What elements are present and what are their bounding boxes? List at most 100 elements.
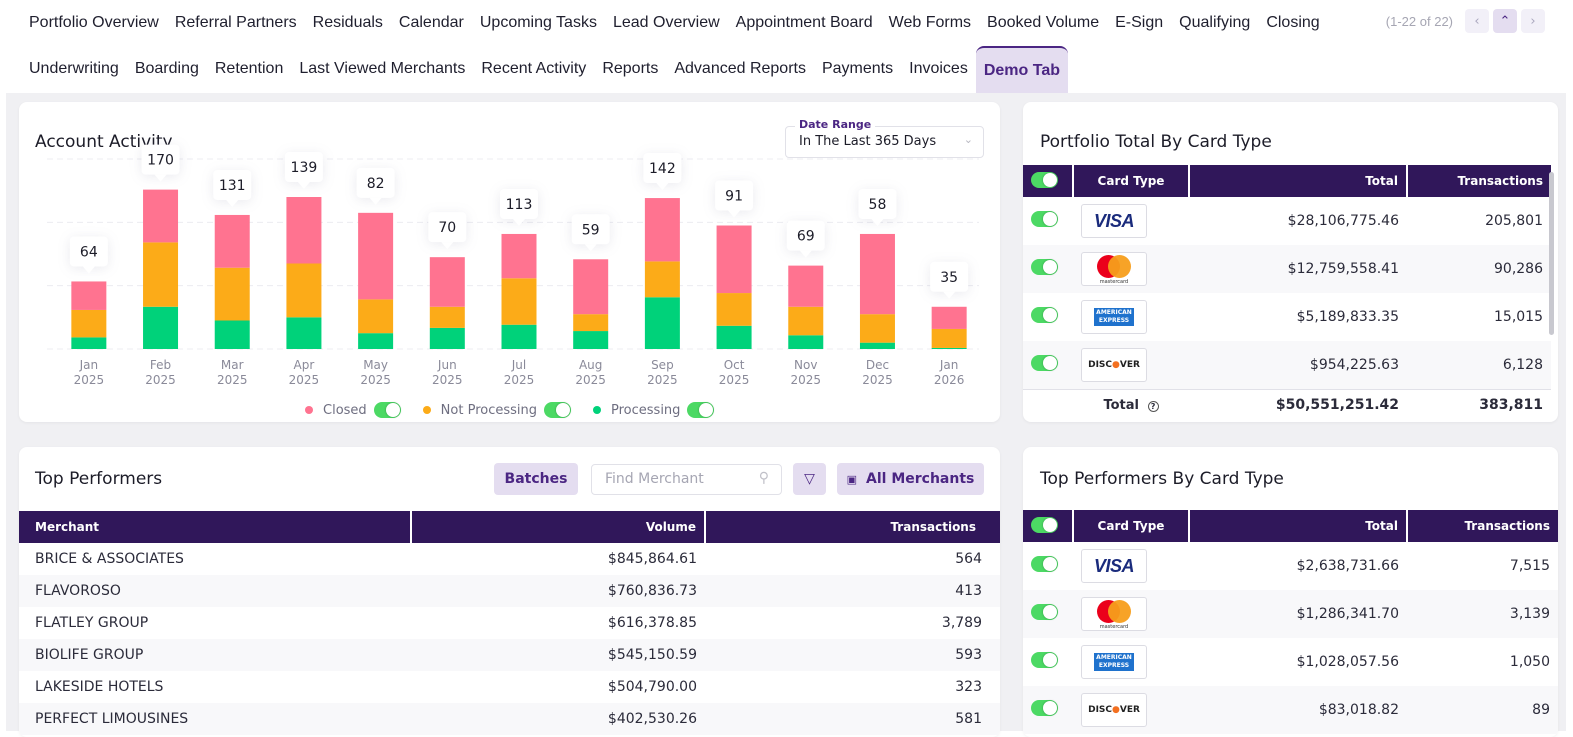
bar-segment-not-processing[interactable] <box>716 293 752 326</box>
table-row[interactable]: mastercard $1,286,341.70 3,139 <box>1023 590 1558 638</box>
bar-segment-closed[interactable] <box>859 233 895 315</box>
tab-last-viewed-merchants[interactable]: Last Viewed Merchants <box>299 60 466 77</box>
bar-segment-closed[interactable] <box>429 257 465 307</box>
merchant-cell[interactable]: LAKESIDE HOTELS <box>35 679 164 695</box>
tab-retention[interactable]: Retention <box>214 60 284 77</box>
tab-boarding[interactable]: Boarding <box>134 60 199 77</box>
bar-segment-closed[interactable] <box>788 265 824 307</box>
tab-appointment-board[interactable]: Appointment Board <box>735 14 873 31</box>
date-range-select[interactable]: Date Range In The Last 365 Days ⌄ <box>785 118 984 158</box>
header-merchant[interactable]: Merchant <box>19 511 412 543</box>
bar-segment-processing[interactable] <box>644 297 680 349</box>
header-card-type[interactable]: Card Type <box>1073 165 1190 197</box>
tab-payments[interactable]: Payments <box>821 60 894 77</box>
select-all-toggle[interactable] <box>1031 171 1058 188</box>
row-toggle[interactable] <box>1031 211 1058 227</box>
find-merchant-search[interactable]: Find Merchant ⚲ <box>591 464 782 495</box>
row-toggle[interactable] <box>1031 700 1058 716</box>
header-transactions[interactable]: Transactions <box>1407 510 1558 542</box>
tab-booked-volume[interactable]: Booked Volume <box>987 14 1100 31</box>
row-toggle[interactable] <box>1031 604 1058 620</box>
header-total[interactable]: Total <box>1189 165 1408 197</box>
bar-segment-closed[interactable] <box>358 212 394 300</box>
double-chevron-up-icon[interactable]: ⌃ <box>1493 9 1517 33</box>
bar-segment-processing[interactable] <box>859 342 895 349</box>
bar-segment-processing[interactable] <box>286 317 322 349</box>
table-row[interactable]: LAKESIDE HOTELS $504,790.00 323 <box>19 671 1000 703</box>
bar-segment-not-processing[interactable] <box>859 314 895 343</box>
bar-segment-not-processing[interactable] <box>358 299 394 334</box>
bar-segment-closed[interactable] <box>501 233 537 279</box>
bar-segment-closed[interactable] <box>931 306 967 329</box>
select-all-toggle[interactable] <box>1031 516 1058 533</box>
tab-calendar[interactable]: Calendar <box>398 14 464 31</box>
tab-qualifying[interactable]: Qualifying <box>1179 14 1251 31</box>
bar-segment-not-processing[interactable] <box>214 267 250 321</box>
row-toggle[interactable] <box>1031 354 1058 371</box>
bar-segment-processing[interactable] <box>214 320 250 350</box>
bar-segment-not-processing[interactable] <box>71 309 107 338</box>
bar-segment-processing[interactable] <box>143 306 179 349</box>
header-total[interactable]: Total <box>1189 510 1408 542</box>
bar-segment-not-processing[interactable] <box>286 263 322 318</box>
header-transactions[interactable]: Transactions <box>1407 165 1551 197</box>
table-row[interactable]: VISA $28,106,775.46 205,801 <box>1023 197 1551 245</box>
bar-segment-closed[interactable] <box>644 198 680 262</box>
tab-advanced-reports[interactable]: Advanced Reports <box>674 60 806 77</box>
row-toggle[interactable] <box>1031 652 1058 668</box>
help-icon[interactable]: ? <box>1147 400 1159 412</box>
tab-e-sign[interactable]: E-Sign <box>1115 14 1164 31</box>
closed-toggle[interactable] <box>373 402 401 418</box>
table-row[interactable]: FLAVOROSO $760,836.73 413 <box>19 575 1000 607</box>
tab-referral-partners[interactable]: Referral Partners <box>174 14 297 31</box>
processing-toggle[interactable] <box>687 402 715 418</box>
bar-segment-closed[interactable] <box>143 189 179 243</box>
bar-segment-not-processing[interactable] <box>429 306 465 328</box>
tab-residuals[interactable]: Residuals <box>312 14 383 31</box>
chevron-left-icon[interactable]: ‹ <box>1465 9 1489 33</box>
table-row[interactable]: PERFECT LIMOUSINES $402,530.26 581 <box>19 703 1000 735</box>
batches-button[interactable]: Batches <box>494 463 578 495</box>
bar-segment-processing[interactable] <box>429 327 465 349</box>
table-row[interactable]: DISC●VER $83,018.82 89 <box>1023 686 1558 734</box>
tab-invoices[interactable]: Invoices <box>909 60 968 77</box>
not-processing-toggle[interactable] <box>544 402 571 418</box>
table-row[interactable]: mastercard $12,759,558.41 90,286 <box>1023 245 1551 293</box>
row-toggle[interactable] <box>1031 307 1058 323</box>
chevron-right-icon[interactable]: › <box>1521 9 1545 33</box>
bar-segment-not-processing[interactable] <box>644 261 680 298</box>
tab-demo-tab[interactable]: Demo Tab <box>975 45 1068 93</box>
tab-recent-activity[interactable]: Recent Activity <box>481 60 587 77</box>
filter-button[interactable]: ▽ <box>793 463 826 495</box>
bar-segment-not-processing[interactable] <box>788 306 824 336</box>
table-row[interactable]: AMERICAN EXPRESS $5,189,833.35 15,015 <box>1023 293 1551 341</box>
bar-segment-closed[interactable] <box>71 281 107 310</box>
tab-portfolio-overview[interactable]: Portfolio Overview <box>29 14 159 31</box>
table-row[interactable]: VISA $2,638,731.66 7,515 <box>1023 542 1558 590</box>
all-merchants-button[interactable]: ▣ All Merchants <box>837 463 984 495</box>
bar-segment-closed[interactable] <box>286 197 322 264</box>
tab-closing[interactable]: Closing <box>1266 14 1320 31</box>
bar-segment-closed[interactable] <box>716 225 752 294</box>
table-row[interactable]: AMERICAN EXPRESS $1,028,057.56 1,050 <box>1023 638 1558 686</box>
tab-upcoming-tasks[interactable]: Upcoming Tasks <box>479 14 597 31</box>
table-row[interactable]: DISC●VER $954,225.63 6,128 <box>1023 341 1551 389</box>
bar-segment-not-processing[interactable] <box>143 242 179 307</box>
bar-segment-processing[interactable] <box>931 347 967 349</box>
tab-web-forms[interactable]: Web Forms <box>888 14 972 31</box>
header-volume[interactable]: Volume <box>411 511 706 543</box>
merchant-cell[interactable]: BIOLIFE GROUP <box>19 639 411 671</box>
row-toggle[interactable] <box>1031 556 1058 572</box>
bar-segment-processing[interactable] <box>71 337 107 349</box>
bar-segment-not-processing[interactable] <box>573 314 609 332</box>
merchant-cell[interactable]: BRICE & ASSOCIATES <box>35 551 184 567</box>
bar-segment-not-processing[interactable] <box>931 328 967 348</box>
table-scrollbar[interactable] <box>1549 172 1554 335</box>
merchant-cell[interactable]: FLATLEY GROUP <box>35 615 149 631</box>
table-row[interactable]: BRICE & ASSOCIATES $845,864.61 564 <box>19 543 1000 575</box>
bar-segment-processing[interactable] <box>716 325 752 349</box>
merchant-cell[interactable]: FLAVOROSO <box>19 575 411 607</box>
tab-underwriting[interactable]: Underwriting <box>29 60 119 77</box>
bar-segment-processing[interactable] <box>573 331 609 349</box>
table-row[interactable]: FLATLEY GROUP $616,378.85 3,789 <box>19 607 1000 639</box>
